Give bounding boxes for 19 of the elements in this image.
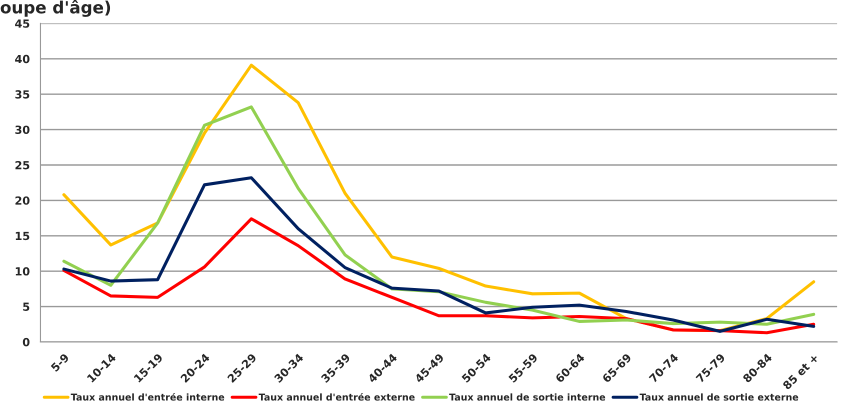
legend-label: Taux annuel de sortie interne bbox=[449, 393, 606, 401]
y-tick-label: 15 bbox=[16, 232, 30, 240]
y-tick-label: 45 bbox=[15, 20, 30, 28]
x-tick-label: 5-9 bbox=[50, 353, 70, 372]
line-series bbox=[62, 176, 816, 333]
y-tick-label: 30 bbox=[15, 126, 30, 134]
line-series bbox=[62, 217, 816, 334]
y-tick-label: 10 bbox=[16, 267, 30, 276]
y-tick-label: 0 bbox=[22, 338, 30, 346]
y-tick-label: 25 bbox=[15, 160, 30, 170]
y-tick-label: 40 bbox=[15, 54, 30, 64]
legend-label: Taux annuel d'entrée externe bbox=[258, 392, 415, 401]
y-tick-label: 20 bbox=[15, 196, 30, 205]
chart-title: oupe d'âge) bbox=[0, 0, 110, 17]
y-tick-label: 5 bbox=[23, 302, 30, 311]
legend-label: Taux annuel d'entrée interne bbox=[70, 392, 224, 401]
y-tick-label: 35 bbox=[15, 90, 30, 99]
x-tick-label: 85 et + bbox=[782, 353, 819, 390]
legend-label: Taux annuel de sortie externe bbox=[640, 393, 798, 401]
